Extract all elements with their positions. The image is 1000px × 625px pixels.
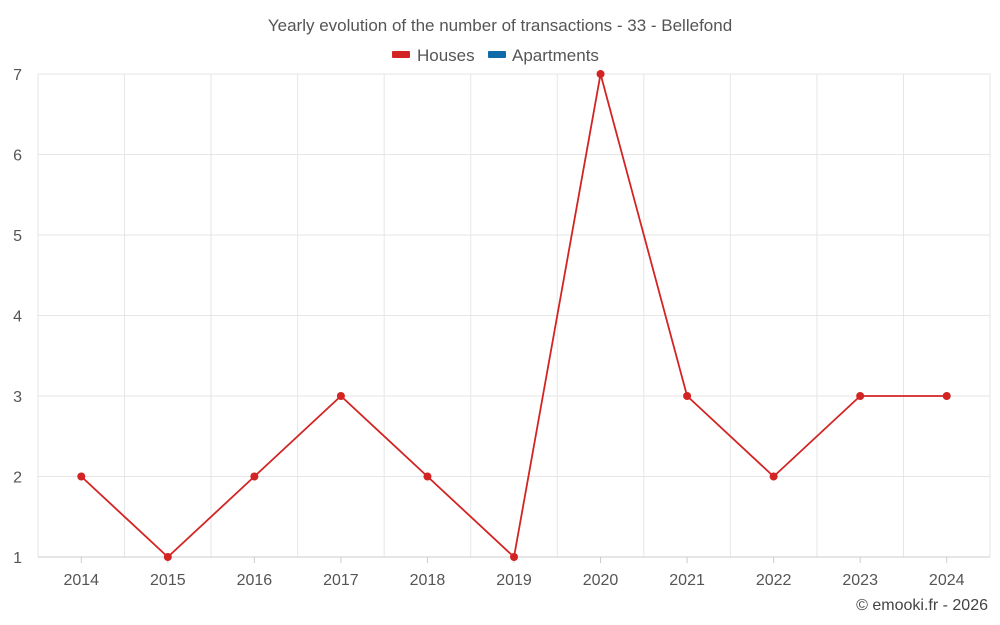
x-tick-label: 2015 [150,572,186,589]
x-tick-label: 2016 [237,572,273,589]
data-point-houses [163,553,172,561]
y-axis-ticks: 1 2 3 4 5 6 7 [13,67,22,567]
credit-text: © emooki.fr - 2026 [856,597,988,614]
data-point-houses [336,392,345,400]
legend-swatch-houses [392,51,410,58]
x-tick-label: 2019 [496,572,532,589]
data-point-houses [250,472,259,481]
chart-title: Yearly evolution of the number of transa… [268,16,732,35]
x-tick-label: 2014 [63,572,99,589]
y-tick-label: 2 [13,470,22,487]
x-tick-label: 2022 [756,572,792,589]
x-tick-label: 2024 [929,572,965,589]
y-tick-label: 7 [13,67,22,84]
x-tick-label: 2021 [669,572,705,589]
y-tick-label: 6 [13,148,22,165]
legend-label-apartments[interactable]: Apartments [512,46,599,65]
x-tick-label: 2020 [583,572,619,589]
data-point-houses [510,553,518,561]
legend-swatch-apartments [488,51,506,58]
data-point-houses [423,472,432,481]
y-tick-label: 4 [13,309,22,326]
legend-label-houses[interactable]: Houses [417,46,475,65]
y-tick-label: 1 [13,550,22,567]
x-tick-label: 2018 [410,572,446,589]
x-tick-label: 2017 [323,572,359,589]
data-point-houses [77,472,86,481]
y-tick-label: 3 [13,389,22,406]
data-point-houses [856,392,865,400]
legend: Houses Apartments [392,46,599,65]
data-point-houses [769,472,778,481]
series-layer [77,70,951,561]
data-point-houses [942,392,951,400]
x-tick-label: 2023 [842,572,878,589]
x-axis-ticks: 2014 2015 2016 2017 2018 2019 2020 2021 2022 2023… [63,557,965,589]
grid-lines [37,73,991,557]
y-tick-label: 5 [13,228,22,245]
data-point-houses [596,70,605,78]
data-point-houses [683,392,692,400]
